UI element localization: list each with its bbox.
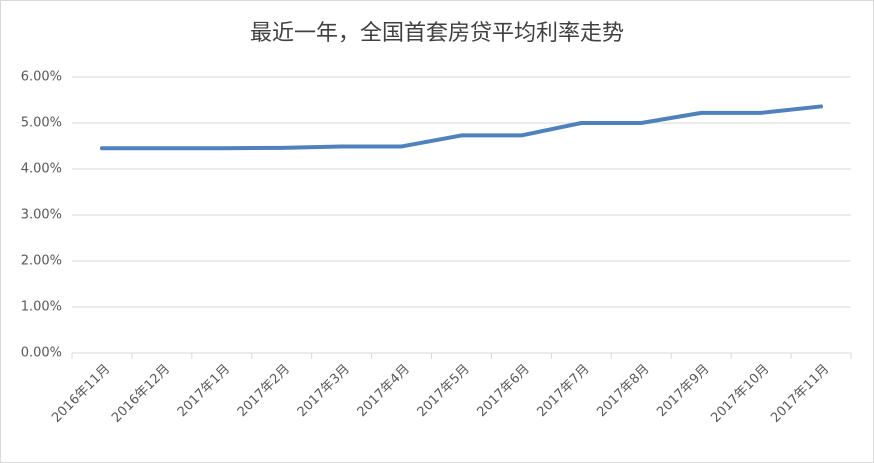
chart-title: 最近一年，全国首套房贷平均利率走势 [250,21,624,46]
y-tick-label: 1.00% [21,300,62,315]
y-tick-label: 2.00% [21,254,62,269]
y-tick-label: 3.00% [21,208,62,223]
y-tick-label: 5.00% [21,116,62,131]
y-tick-label: 6.00% [21,70,62,85]
data-line [99,104,824,151]
y-tick-label: 0.00% [21,346,62,361]
y-tick-label: 4.00% [21,162,62,177]
